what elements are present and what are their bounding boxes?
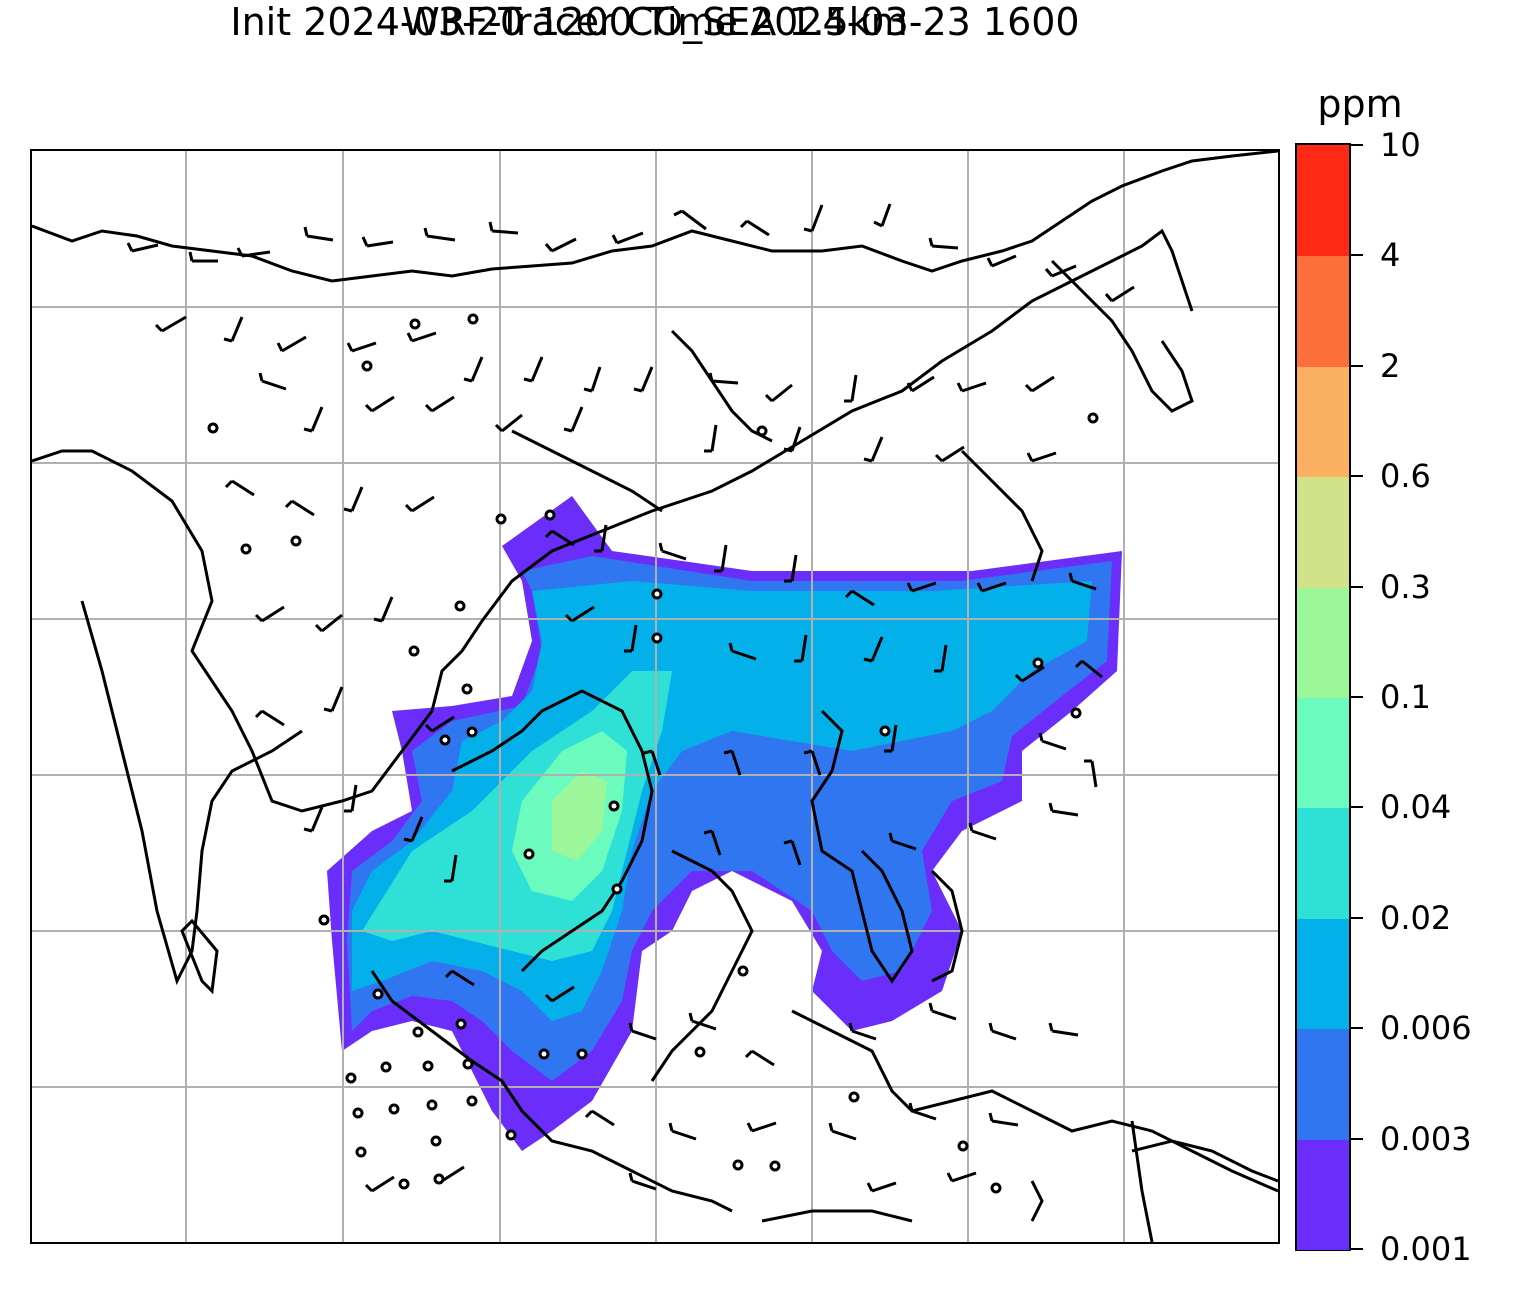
colorbar-tick bbox=[1351, 1027, 1363, 1030]
coastlines bbox=[32, 151, 1278, 1242]
colorbar-segment bbox=[1297, 1028, 1349, 1140]
colorbar bbox=[1295, 143, 1351, 1251]
colorbar-segment bbox=[1297, 917, 1349, 1030]
calm-wind-markers bbox=[207, 313, 1099, 1194]
map-gridlines bbox=[32, 151, 1278, 1242]
colorbar-segment bbox=[1297, 1138, 1349, 1250]
map-canvas bbox=[32, 151, 1278, 1242]
colorbar-tick-label: 0.6 bbox=[1380, 457, 1431, 496]
colorbar-tick bbox=[1351, 696, 1363, 698]
colorbar-segment bbox=[1297, 255, 1349, 367]
colorbar-tick-label: 2 bbox=[1380, 346, 1401, 385]
colorbar-segment bbox=[1297, 697, 1349, 809]
colorbar-tick bbox=[1351, 1137, 1363, 1140]
tracer-field bbox=[327, 496, 1122, 1151]
colorbar-tick bbox=[1351, 364, 1363, 367]
colorbar-tick-label: 0.04 bbox=[1380, 788, 1452, 827]
colorbar-tick-label: 0.3 bbox=[1380, 567, 1431, 606]
colorbar-tick bbox=[1351, 144, 1363, 146]
colorbar-tick bbox=[1351, 1248, 1363, 1250]
title-line-1: WRF-Tracer CO_SEA 1.5km bbox=[402, 0, 908, 44]
tracer-level-0.1 bbox=[552, 771, 607, 861]
colorbar-tick-label: 0.003 bbox=[1380, 1119, 1472, 1158]
colorbar-segment bbox=[1297, 476, 1349, 588]
map-panel bbox=[30, 149, 1280, 1244]
colorbar-tick-label: 0.006 bbox=[1380, 1009, 1472, 1048]
colorbar-tick-label: 0.02 bbox=[1380, 898, 1452, 937]
colorbar-segment bbox=[1297, 807, 1349, 919]
title-line-2: Init 2024-03-20 1200 Time 2024-03-23 160… bbox=[230, 0, 1080, 44]
colorbar-tick bbox=[1351, 254, 1363, 257]
colorbar-tick bbox=[1351, 585, 1363, 588]
colorbar-tick-label: 4 bbox=[1380, 236, 1401, 275]
colorbar-tick-label: 0.1 bbox=[1380, 678, 1431, 716]
colorbar-unit: ppm bbox=[1317, 82, 1403, 126]
colorbar-tick bbox=[1351, 806, 1363, 809]
wind-barbs bbox=[126, 203, 1135, 1193]
colorbar-tick bbox=[1351, 916, 1363, 919]
colorbar-segment bbox=[1297, 586, 1349, 698]
colorbar-tick-label: 10 bbox=[1380, 126, 1421, 164]
colorbar-tick bbox=[1351, 475, 1363, 478]
colorbar-segment bbox=[1297, 145, 1349, 257]
colorbar-tick-label: 0.001 bbox=[1380, 1230, 1472, 1268]
colorbar-segment bbox=[1297, 365, 1349, 478]
